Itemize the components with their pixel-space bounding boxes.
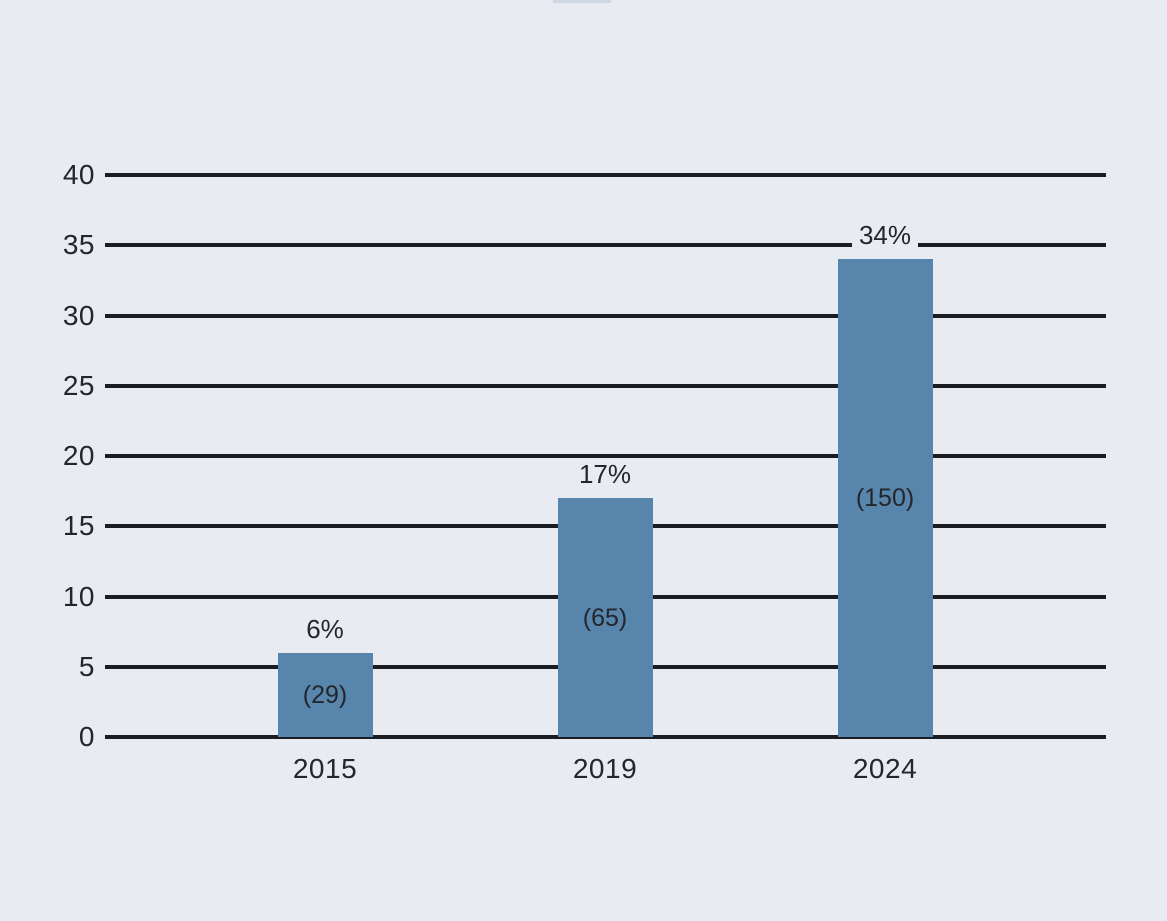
bar-2015 — [278, 653, 373, 737]
y-tick-label-15: 15 — [62, 510, 95, 541]
y-tick-label-35: 35 — [62, 229, 95, 260]
y-tick-label-0: 0 — [78, 721, 95, 752]
x-tick-label-2015: 2015 — [292, 753, 358, 784]
bar-2019 — [558, 498, 653, 737]
cropped-edge-artifact — [553, 0, 611, 3]
y-tick-label-40: 40 — [62, 159, 95, 190]
bar-count-label-2019: (65) — [582, 604, 628, 632]
x-tick-label-2024: 2024 — [852, 753, 918, 784]
bar-value-label-2019: 17% — [571, 458, 639, 490]
y-tick-label-30: 30 — [62, 300, 95, 331]
y-tick-label-5: 5 — [78, 651, 95, 682]
gridline-y-25 — [105, 384, 1106, 388]
gridline-y-0 — [105, 735, 1106, 739]
gridline-y-20 — [105, 454, 1106, 458]
bar-value-label-2024: 34% — [851, 219, 919, 251]
gridline-y-30 — [105, 314, 1106, 318]
x-tick-label-2019: 2019 — [572, 753, 638, 784]
bar-value-label-2015: 6% — [299, 613, 351, 645]
bar-2024 — [838, 259, 933, 737]
gridline-y-40 — [105, 173, 1106, 177]
y-tick-label-10: 10 — [62, 581, 95, 612]
y-tick-label-20: 20 — [62, 440, 95, 471]
bar-count-label-2024: (150) — [855, 484, 915, 512]
y-tick-label-25: 25 — [62, 370, 95, 401]
bar-count-label-2015: (29) — [302, 681, 348, 709]
gridline-y-35 — [105, 243, 1106, 247]
